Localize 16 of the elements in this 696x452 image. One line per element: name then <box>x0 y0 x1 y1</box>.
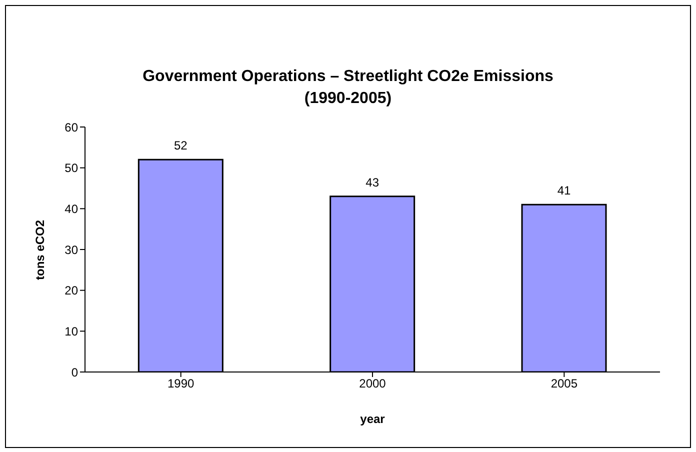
data-label: 41 <box>557 184 571 198</box>
x-axis-title: year <box>359 412 386 426</box>
x-tick-label: 2000 <box>359 376 386 391</box>
y-tick-label: 10 <box>64 324 78 338</box>
y-tick-label: 30 <box>64 242 78 257</box>
y-tick-label: 0 <box>71 365 78 380</box>
chart-title: Government Operations – Streetlight CO2e Emissions (1990-2005) <box>142 67 554 109</box>
data-label: 52 <box>174 138 188 153</box>
x-tick-label: 1990 <box>167 376 195 391</box>
y-tick-label: 50 <box>64 161 78 176</box>
y-tick-label: 60 <box>64 120 78 134</box>
y-tick-label: 40 <box>64 202 78 216</box>
y-axis-title: tons eCO2 <box>33 220 47 280</box>
y-tick-label: 20 <box>64 284 78 298</box>
x-tick-label: 2005 <box>550 376 578 391</box>
data-label: 43 <box>366 175 380 190</box>
